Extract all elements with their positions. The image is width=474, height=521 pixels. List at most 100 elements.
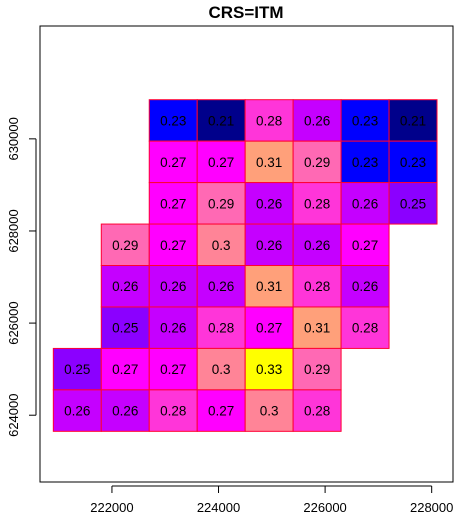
cell-rect bbox=[244, 140, 294, 184]
x-tick-label: 222000 bbox=[90, 500, 133, 515]
cell-rect bbox=[148, 265, 198, 308]
heatmap-cell: 0.26 bbox=[244, 182, 294, 225]
cell-value-label: 0.26 bbox=[112, 279, 138, 294]
cell-rect bbox=[148, 347, 198, 391]
cell-value-label: 0.25 bbox=[112, 321, 138, 336]
cell-rect bbox=[196, 223, 246, 267]
cell-value-label: 0.28 bbox=[352, 321, 378, 336]
heatmap-cell: 0.25 bbox=[388, 182, 438, 225]
cell-rect bbox=[244, 223, 294, 267]
heatmap-cell: 0.31 bbox=[292, 306, 342, 349]
heatmap-cell: 0.26 bbox=[244, 223, 294, 267]
cell-value-label: 0.25 bbox=[400, 196, 426, 211]
heatmap-cell: 0.29 bbox=[196, 182, 246, 225]
cell-rect bbox=[148, 306, 198, 349]
cell-rect bbox=[292, 182, 342, 225]
cell-value-label: 0.26 bbox=[304, 238, 330, 253]
cell-rect bbox=[52, 389, 102, 432]
cell-rect bbox=[196, 347, 246, 391]
heatmap-cell: 0.28 bbox=[148, 389, 198, 432]
y-axis: 624000 626000 628000 630000 bbox=[6, 117, 37, 437]
cell-value-label: 0.23 bbox=[400, 155, 426, 170]
cell-value-label: 0.28 bbox=[160, 404, 186, 419]
cell-rect bbox=[100, 306, 150, 349]
heatmap-cell: 0.27 bbox=[196, 389, 246, 432]
cell-value-label: 0.29 bbox=[208, 196, 234, 211]
cell-value-label: 0.29 bbox=[304, 362, 330, 377]
cell-rect bbox=[292, 389, 342, 432]
x-tick-label: 224000 bbox=[197, 500, 240, 515]
cell-value-label: 0.3 bbox=[212, 362, 231, 377]
heatmap-cell: 0.27 bbox=[148, 182, 198, 225]
cell-rect bbox=[196, 265, 246, 308]
cell-value-label: 0.26 bbox=[160, 321, 186, 336]
heatmap-cell: 0.31 bbox=[244, 140, 294, 184]
heatmap-cell: 0.27 bbox=[244, 306, 294, 349]
heatmap-cell: 0.27 bbox=[100, 347, 150, 391]
cell-value-label: 0.27 bbox=[160, 362, 186, 377]
cell-value-label: 0.3 bbox=[212, 238, 231, 253]
heatmap-cell: 0.23 bbox=[388, 140, 438, 184]
y-tick-label: 630000 bbox=[6, 117, 21, 160]
cell-value-label: 0.26 bbox=[160, 279, 186, 294]
cell-value-label: 0.26 bbox=[352, 196, 378, 211]
cell-value-label: 0.3 bbox=[260, 404, 279, 419]
heatmap-cell: 0.26 bbox=[340, 265, 390, 308]
plot-frame bbox=[39, 25, 454, 483]
y-tick-label: 626000 bbox=[6, 301, 21, 344]
heatmap-cell: 0.27 bbox=[148, 140, 198, 184]
cell-rect bbox=[340, 265, 390, 308]
cell-rect bbox=[196, 182, 246, 225]
heatmap-cell: 0.27 bbox=[196, 140, 246, 184]
cell-rect bbox=[196, 140, 246, 184]
heatmap-cell: 0.28 bbox=[196, 306, 246, 349]
x-tick-label: 228000 bbox=[410, 500, 453, 515]
x-axis: 222000 224000 226000 228000 bbox=[90, 485, 453, 515]
cell-value-label: 0.33 bbox=[256, 362, 282, 377]
cell-rect bbox=[292, 347, 342, 391]
heatmap-cell: 0.26 bbox=[100, 389, 150, 432]
cell-value-label: 0.23 bbox=[352, 155, 378, 170]
heatmap-cell: 0.21 bbox=[196, 99, 246, 142]
cell-rect bbox=[292, 223, 342, 267]
heatmap-cell: 0.27 bbox=[340, 223, 390, 267]
cell-value-label: 0.21 bbox=[208, 113, 234, 128]
chart-title: CRS=ITM bbox=[208, 3, 283, 22]
heatmap-cell: 0.28 bbox=[292, 182, 342, 225]
cell-rect bbox=[196, 99, 246, 142]
heatmap-cell: 0.26 bbox=[148, 265, 198, 308]
cell-value-label: 0.28 bbox=[208, 321, 234, 336]
y-tick-label: 624000 bbox=[6, 394, 21, 437]
heatmap-cell: 0.26 bbox=[148, 306, 198, 349]
heatmap-cell: 0.28 bbox=[292, 265, 342, 308]
heatmap-cell: 0.23 bbox=[340, 140, 390, 184]
cell-value-label: 0.27 bbox=[256, 321, 282, 336]
cell-rect bbox=[148, 223, 198, 267]
heatmap-cell: 0.26 bbox=[340, 182, 390, 225]
cell-value-label: 0.26 bbox=[112, 404, 138, 419]
cell-rect bbox=[388, 182, 438, 225]
heatmap-cell: 0.3 bbox=[196, 347, 246, 391]
cell-value-label: 0.29 bbox=[112, 238, 138, 253]
cell-rect bbox=[196, 389, 246, 432]
cell-value-label: 0.26 bbox=[304, 113, 330, 128]
cell-rect bbox=[100, 389, 150, 432]
heatmap-cell: 0.26 bbox=[196, 265, 246, 308]
cell-value-label: 0.26 bbox=[64, 404, 90, 419]
x-tick-label: 226000 bbox=[303, 500, 346, 515]
heatmap-cell: 0.29 bbox=[100, 223, 150, 267]
cell-value-label: 0.26 bbox=[256, 238, 282, 253]
heatmap-cell: 0.28 bbox=[292, 389, 342, 432]
cell-rect bbox=[340, 223, 390, 267]
cell-rect bbox=[388, 140, 438, 184]
heatmap-cell: 0.26 bbox=[52, 389, 102, 432]
heatmap-cell: 0.23 bbox=[340, 99, 390, 142]
cell-value-label: 0.29 bbox=[304, 155, 330, 170]
heatmap-cell: 0.26 bbox=[292, 223, 342, 267]
cell-value-label: 0.28 bbox=[304, 279, 330, 294]
cell-value-label: 0.27 bbox=[208, 155, 234, 170]
heatmap-cell: 0.23 bbox=[148, 99, 198, 142]
cell-rect bbox=[292, 99, 342, 142]
cell-value-label: 0.26 bbox=[352, 279, 378, 294]
